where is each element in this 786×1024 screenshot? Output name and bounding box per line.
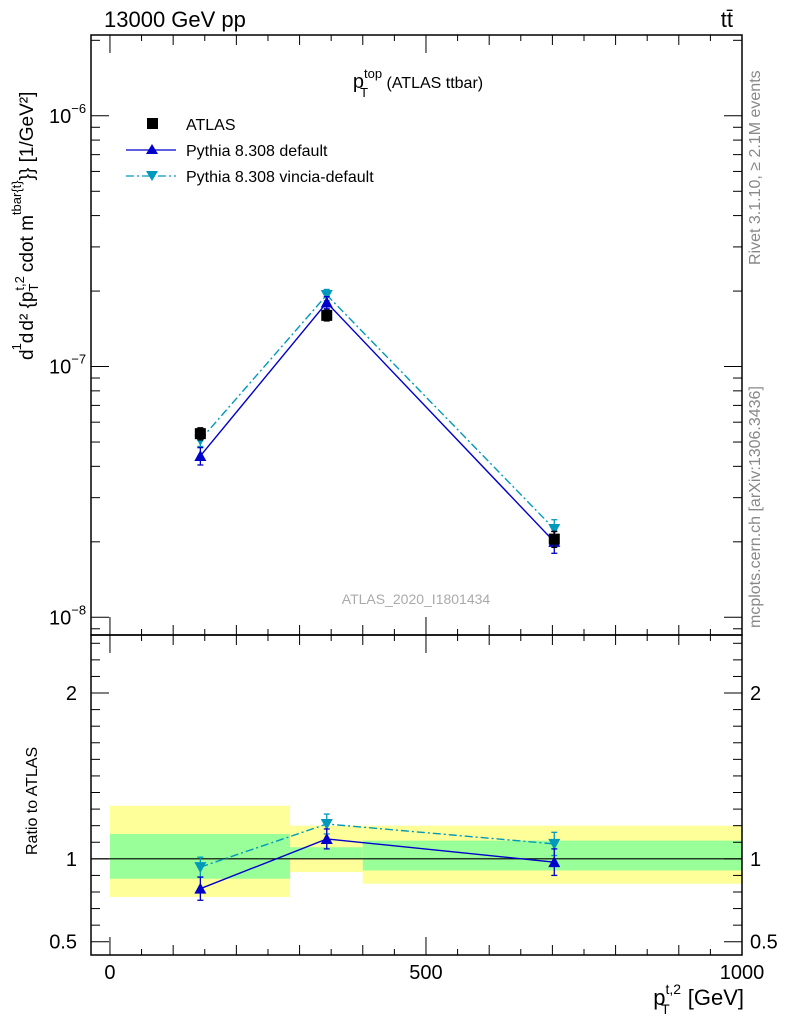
legend-marker-pythia-default [146,144,158,154]
main-point-square [548,533,560,545]
main-y-tick-label: 10−8 [49,602,86,629]
ratio-y-axis-label: Ratio to ATLAS [24,747,41,855]
ratio-point-triangle-down [320,819,333,831]
legend-label-atlas: ATLAS [186,117,236,134]
ratio-y-tick-label: 2 [66,683,77,705]
main-y-tick-labels: 10−610−710−8 [49,101,86,630]
main-y-tick-label-base: 10 [49,357,71,379]
xlabel-subscript: T [661,1001,670,1017]
main-y-tick-label-exponent: −7 [71,352,86,367]
main-series-line-1 [199,301,555,543]
xlabel-superscript: t,2 [666,981,682,997]
ratio-y-tick-labels-right: 0.5 1 2 [750,683,778,954]
ylabel-part-8: tbar{t} [9,180,24,215]
ratio-y-tick-label-right: 1 [750,849,761,871]
main-y-tick-label-exponent: −6 [71,101,86,116]
plot-title-subscript: T [360,85,368,100]
plot-title-tail: (ATLAS ttbar) [382,75,483,92]
x-tick-label: 0 [104,962,115,984]
header-process-label: tt̄ [721,7,733,32]
main-point-triangle-down [320,289,333,301]
legend-entry-pythia-vincia: Pythia 8.308 vincia-default [126,169,374,186]
legend: ATLAS Pythia 8.308 default Pythia 8.308 … [126,117,374,186]
ratio-y-tick-label: 1 [66,849,77,871]
ratio-series-layer [194,813,561,901]
main-y-axis-label: d1d d² {pTt,2 cdot mtbar{t}}} [1/GeV²] [9,92,41,360]
plot-title-superscript: top [364,66,382,81]
ratio-uncertainty-bands [109,805,742,897]
ratio-band-inner [290,847,363,859]
ylabel-part-4: d² {p [17,292,38,331]
ratio-axis-ticks [91,635,743,955]
ratio-y-axis-label-text: Ratio to ATLAS [24,747,41,855]
main-y-tick-label: 10−6 [49,101,86,128]
ratio-point-triangle-up [548,856,561,868]
main-y-tick-label-base: 10 [49,106,71,128]
main-axis-ticks [91,35,743,635]
main-point-square [321,309,333,321]
main-point-triangle-down [548,523,561,535]
mcplots-reference-label: mcplots.cern.ch [arXiv:1306.3436] [747,386,764,628]
ratio-plot-panel: 0.5 1 2 0.5 1 2 0 500 1000 [49,634,778,984]
ylabel-part-2: 1 [9,343,24,350]
legend-entry-atlas: ATLAS [147,117,236,134]
main-point-triangle-up [194,449,207,461]
ratio-y-tick-label-right: 0.5 [750,932,778,954]
ylabel-part-6: t,2 [12,276,27,290]
main-point-triangle-up [320,296,333,308]
main-y-tick-label: 10−7 [49,352,86,379]
ratio-point-triangle-up [194,882,207,894]
legend-label-pythia-vincia: Pythia 8.308 vincia-default [186,169,374,186]
ratio-point-triangle-up [320,832,333,844]
x-axis-label: pt,2 T [GeV] [653,981,744,1017]
ratio-y-tick-labels: 0.5 1 2 [49,683,77,954]
ylabel-part-7: cdot m [17,215,38,272]
legend-entry-pythia-default: Pythia 8.308 default [126,143,328,160]
main-plot-panel: 10−610−710−8 ptop T (ATLAS ttbar) ATLAS P… [49,34,743,636]
plot-title: ptop T (ATLAS ttbar) [353,66,483,100]
main-y-tick-label-exponent: −8 [71,602,86,617]
main-point-square [194,428,206,440]
main-series-line-2 [199,293,555,530]
ylabel-part-1: d [17,349,38,360]
rivet-version-label: Rivet 3.1.10, ≥ 2.1M events [747,70,764,265]
legend-marker-atlas [147,118,158,129]
ylabel-part-5: T [26,284,41,292]
plot-title-main: p [353,71,364,93]
header-energy-label: 13000 GeV pp [104,7,246,32]
main-series-layer [194,288,561,554]
ylabel-part-9: }} [1/GeV²] [17,92,38,181]
x-tick-label: 1000 [720,962,765,984]
ratio-plot-frame [90,634,743,956]
x-tick-labels: 0 500 1000 [104,962,764,984]
ratio-point-triangle-down [548,838,561,850]
ratio-y-tick-label-right: 2 [750,683,761,705]
x-tick-label: 500 [409,962,442,984]
ratio-y-tick-label: 0.5 [49,932,77,954]
xlabel-tail: [GeV] [682,985,744,1010]
main-y-axis-label-text: d1d d² {pTt,2 cdot mtbar{t}}} [1/GeV²] [9,92,41,360]
analysis-watermark: ATLAS_2020_I1801434 [342,591,491,607]
ratio-point-triangle-down [194,862,207,874]
main-y-tick-label-base: 10 [49,607,71,629]
ylabel-part-3: d [17,333,38,344]
legend-label-pythia-default: Pythia 8.308 default [186,143,328,160]
xlabel-main: p [653,985,665,1010]
legend-marker-pythia-vincia [146,171,158,181]
